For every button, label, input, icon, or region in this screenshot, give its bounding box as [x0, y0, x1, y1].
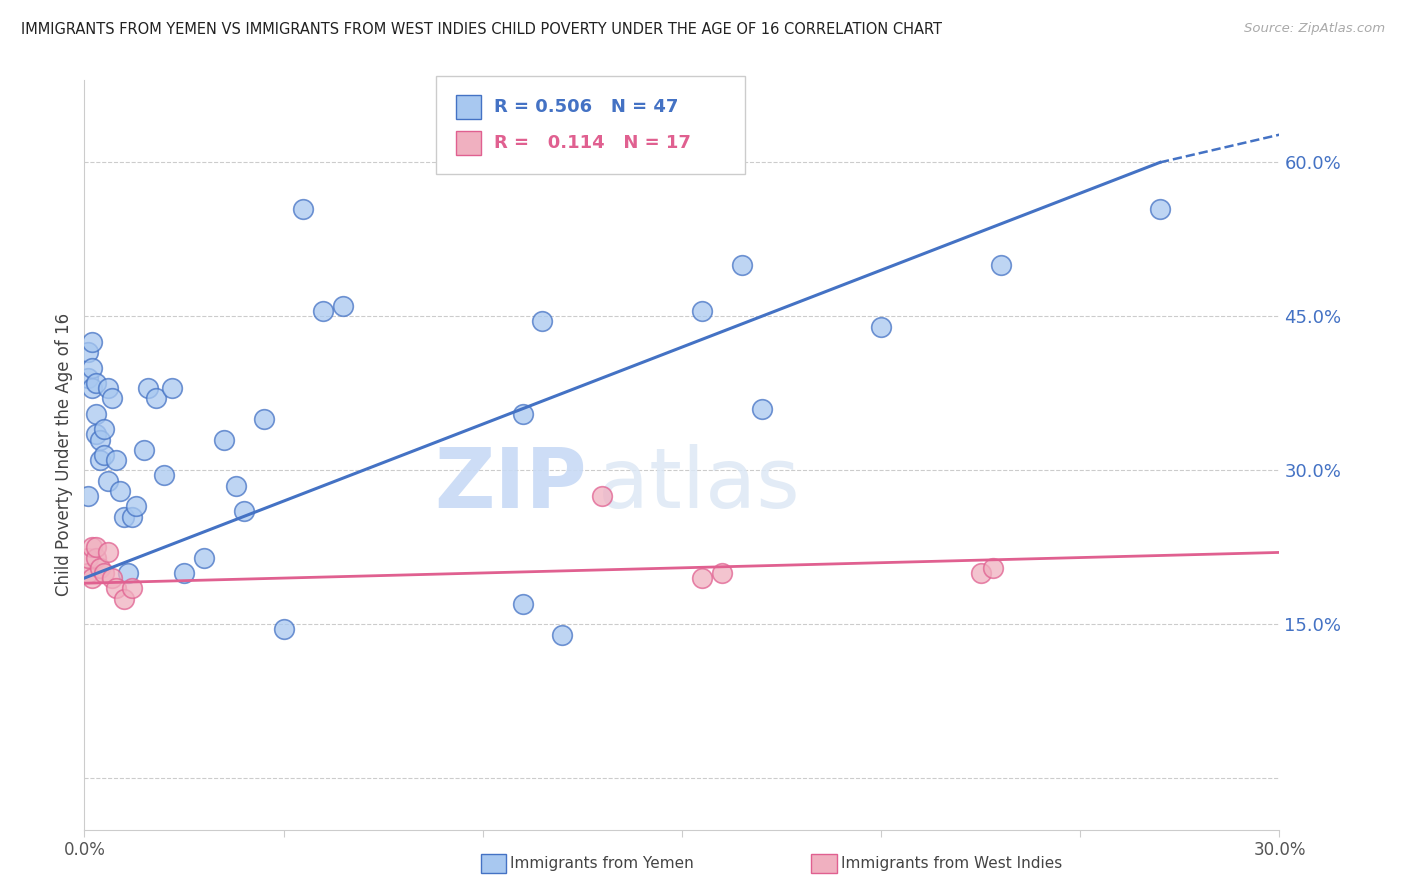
Text: Source: ZipAtlas.com: Source: ZipAtlas.com [1244, 22, 1385, 36]
Point [253, 412, 276, 426]
Point [89, 433, 111, 447]
Point [121, 582, 143, 596]
Point [77, 345, 100, 359]
Point [981, 561, 1004, 575]
Point [153, 468, 176, 483]
Point [77, 550, 100, 565]
Point [731, 258, 754, 272]
Point [112, 509, 135, 524]
Point [710, 566, 733, 580]
Point [89, 453, 111, 467]
Point [93, 566, 115, 580]
Point [273, 623, 295, 637]
Point [1149, 202, 1171, 216]
Point [105, 582, 128, 596]
Point [751, 401, 773, 416]
Text: R = 0.506   N = 47: R = 0.506 N = 47 [494, 98, 678, 116]
Point [551, 627, 574, 641]
Point [125, 500, 148, 514]
Point [101, 571, 124, 585]
Point [591, 489, 613, 503]
Point [93, 422, 115, 436]
Point [93, 448, 115, 462]
Point [89, 561, 111, 575]
Point [193, 550, 215, 565]
Point [82, 571, 104, 585]
Text: R =   0.114   N = 17: R = 0.114 N = 17 [494, 134, 690, 152]
Text: Immigrants from West Indies: Immigrants from West Indies [841, 856, 1062, 871]
Point [136, 381, 159, 395]
Point [82, 360, 104, 375]
Point [97, 545, 120, 559]
Point [110, 483, 132, 498]
Point [212, 433, 235, 447]
Point [86, 541, 108, 555]
Y-axis label: Child Poverty Under the Age of 16: Child Poverty Under the Age of 16 [55, 313, 73, 597]
Point [86, 427, 108, 442]
Point [97, 381, 120, 395]
Point [112, 591, 135, 606]
Text: atlas: atlas [599, 444, 800, 525]
Point [132, 442, 156, 457]
Point [512, 597, 534, 611]
Point [990, 258, 1012, 272]
Point [86, 407, 108, 421]
Point [77, 489, 100, 503]
Text: IMMIGRANTS FROM YEMEN VS IMMIGRANTS FROM WEST INDIES CHILD POVERTY UNDER THE AGE: IMMIGRANTS FROM YEMEN VS IMMIGRANTS FROM… [21, 22, 942, 37]
Point [82, 381, 104, 395]
Point [531, 314, 554, 328]
Point [105, 453, 128, 467]
Text: Immigrants from Yemen: Immigrants from Yemen [510, 856, 695, 871]
Point [82, 541, 104, 555]
Point [160, 381, 183, 395]
Point [173, 566, 195, 580]
Point [292, 202, 315, 216]
Point [101, 392, 124, 406]
Point [86, 376, 108, 390]
Point [312, 304, 335, 318]
Point [117, 566, 139, 580]
Point [121, 509, 143, 524]
Point [225, 479, 247, 493]
Point [232, 504, 254, 518]
Point [145, 392, 167, 406]
Text: ZIP: ZIP [434, 444, 586, 525]
Point [970, 566, 993, 580]
Point [690, 571, 713, 585]
Point [512, 407, 534, 421]
Point [97, 474, 120, 488]
Point [86, 550, 108, 565]
Point [77, 371, 100, 385]
Point [332, 299, 354, 313]
Point [870, 319, 893, 334]
Point [82, 334, 104, 349]
Point [690, 304, 713, 318]
Point [77, 566, 100, 580]
